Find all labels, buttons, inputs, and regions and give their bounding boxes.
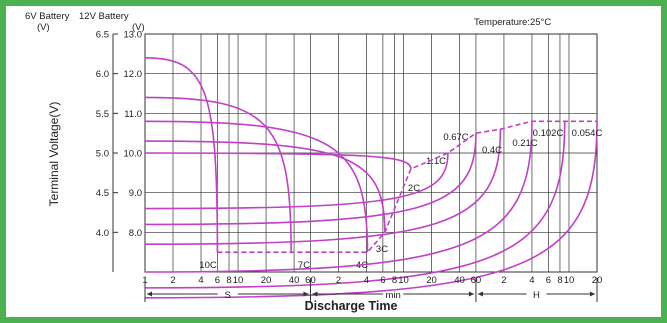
x-tick-label: 20 [261,275,272,286]
discharge-curve-1p1C [144,152,449,210]
discharge-curve-0p67C [144,133,477,226]
y-tick-label-6v: 5.5 [96,109,109,120]
curve-label-0p21C: 0.21C [512,138,537,149]
x-unit-arrowhead [477,291,483,297]
discharge-curve-2C [144,152,412,169]
discharge-curve-4C [144,120,369,253]
x-tick-label: 8 [226,275,231,286]
cutoff-voltage-curve [217,120,597,253]
curve-label-10C: 10C [199,260,217,271]
y-tick-label-6v: 6.5 [96,30,109,41]
y-axis-title: Terminal Voltage(V) [47,102,61,207]
x-tick-label: 6 [380,275,385,286]
y-tick-label-6v: 6.0 [96,69,109,80]
discharge-curve-0p054C [144,121,598,299]
curve-label-2C: 2C [408,183,420,194]
curve-label-1p1C: 1.1C [426,156,446,167]
curve-label-3C: 3C [376,244,388,255]
curve-label-0p67C: 0.67C [443,132,468,143]
x-unit-label-H: H [533,290,540,301]
header-12v-battery: 12V Battery [79,11,129,22]
x-tick-label: 10 [233,275,244,286]
x-unit-label-S: S [225,290,231,301]
x-tick-label: 4 [198,275,203,286]
y-tick-label-12v: 13.0 [124,30,143,41]
header-unit-12v: (V) [132,22,145,33]
curve-label-0p4C: 0.4C [482,145,502,156]
x-unit-arrowhead [590,291,595,297]
y-tick-label-6v: 4.0 [96,228,109,239]
header-unit-6v: (V) [37,22,50,33]
curve-label-0p102C: 0.102C [533,128,564,139]
y-tick-label-12v: 12.0 [124,69,143,80]
x-tick-label: 2 [501,275,506,286]
discharge-curve-0p4C [144,129,502,246]
x-tick-label: 20 [426,275,437,286]
curve-label-7C: 7C [298,260,310,271]
temperature-label: Temperature:25°C [474,17,551,28]
y-tick-label-12v: 9.0 [129,188,142,199]
x-unit-arrowhead [147,291,152,297]
x-unit-label-min: min [386,290,401,301]
x-tick-label: 40 [289,275,300,286]
discharge-curve-10C [144,57,219,253]
x-tick-label: 8 [392,275,397,286]
discharge-curve-3C [144,140,386,233]
x-tick-label: 6 [215,275,220,286]
x-tick-label: 10 [564,275,575,286]
x-tick-label: 6 [546,275,551,286]
x-axis-title: Discharge Time [305,299,398,313]
x-tick-label: 10 [398,275,409,286]
x-unit-arrowhead [303,291,309,297]
x-tick-label: 8 [557,275,562,286]
header-6v-battery: 6V Battery [25,11,70,22]
x-unit-arrowhead [468,291,474,297]
y-tick-label-12v: 11.0 [124,109,142,120]
x-unit-arrowhead [312,291,318,297]
discharge-curve-0p21C [144,121,533,273]
x-tick-label: 4 [529,275,534,286]
y-tick-label-6v: 4.5 [96,188,109,199]
x-tick-label: 4 [364,275,369,286]
x-tick-label: 40 [454,275,465,286]
x-tick-label: 2 [170,275,175,286]
discharge-curve-0p102C [144,121,566,289]
y-tick-label-6v: 5.0 [96,149,109,160]
x-tick-label: 2 [336,275,341,286]
curve-label-0p054C: 0.054C [572,128,603,139]
y-tick-label-12v: 8.0 [129,228,142,239]
y-tick-label-12v: 10.0 [124,149,143,160]
